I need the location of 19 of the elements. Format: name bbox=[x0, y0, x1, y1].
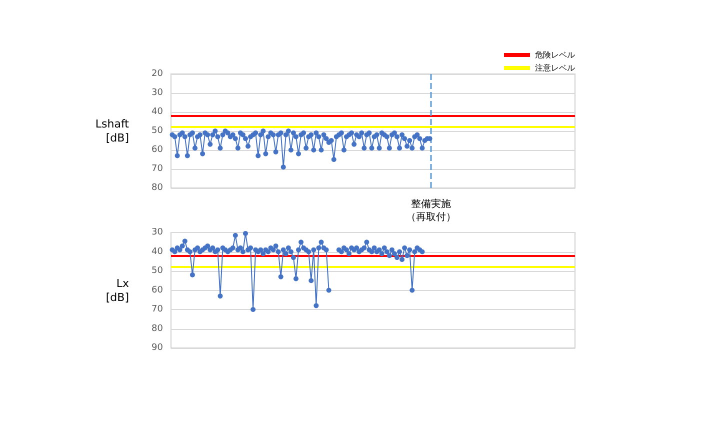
legend-label: 危険レベル bbox=[535, 50, 575, 60]
y-axis-title: Lx [dB] bbox=[106, 276, 130, 304]
y-tick-label: 30 bbox=[152, 88, 164, 98]
y-tick-label: 80 bbox=[152, 324, 164, 334]
y-axis-title: Lshaft [dB] bbox=[95, 118, 130, 144]
text: 整備実施（再取付） bbox=[406, 198, 456, 223]
y-tick-label: 50 bbox=[152, 266, 164, 276]
y-tick-label: 70 bbox=[152, 164, 164, 174]
y-tick-label: 40 bbox=[152, 246, 164, 257]
y-tick-label: 70 bbox=[152, 304, 164, 314]
y-tick-label: 40 bbox=[152, 107, 164, 117]
y-tick-label: 90 bbox=[152, 343, 164, 353]
y-tick-label: 80 bbox=[152, 183, 164, 193]
y-tick-label: 60 bbox=[152, 145, 164, 155]
legend-label: 注意レベル bbox=[535, 64, 575, 72]
y-tick-label: 50 bbox=[152, 126, 164, 136]
y-tick-label: 60 bbox=[152, 285, 164, 296]
y-tick-label: 30 bbox=[152, 228, 164, 238]
y-tick-label: 20 bbox=[152, 69, 164, 79]
